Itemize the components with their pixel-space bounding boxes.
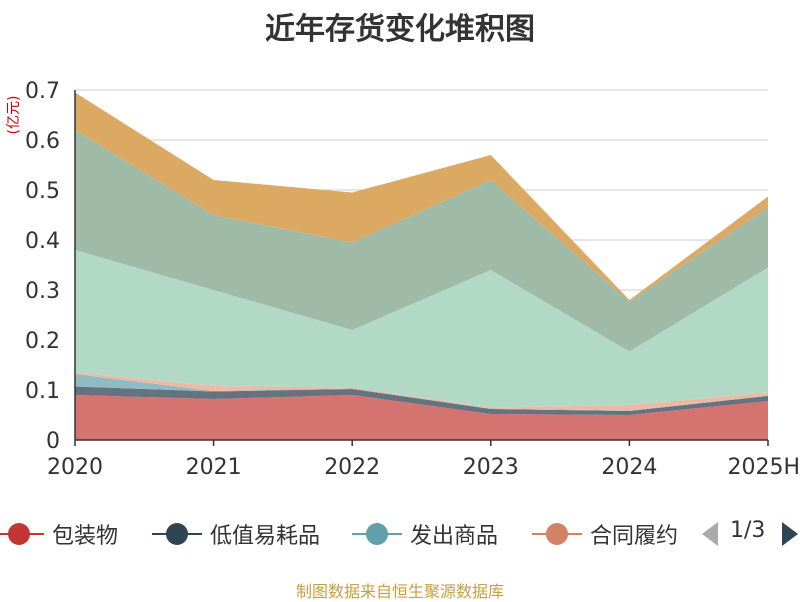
legend-item[interactable]: 合同履约 bbox=[532, 512, 678, 556]
x-tick-label: 2020 bbox=[47, 455, 103, 480]
legend-prev-page-icon[interactable] bbox=[702, 522, 718, 546]
area-series-4[interactable] bbox=[75, 250, 768, 408]
source-note: 制图数据来自恒生聚源数据库 bbox=[295, 582, 504, 601]
legend-marker-icon bbox=[152, 522, 202, 546]
y-tick-label: 0.2 bbox=[25, 329, 60, 354]
x-tick-label: 2025H bbox=[727, 455, 800, 480]
legend-items: 包装物 低值易耗品 发出商品 合同履约 bbox=[0, 512, 683, 556]
axes: 0 0.1 0.2 0.3 0.4 0.5 0.6 0.7 2020 2021 2022 2023 20… bbox=[25, 79, 800, 480]
legend: 包装物 低值易耗品 发出商品 合同履约 1/3 bbox=[0, 512, 800, 556]
legend-label: 低值易耗品 bbox=[210, 524, 321, 549]
legend-item[interactable]: 发出商品 bbox=[352, 512, 498, 556]
legend-label: 包装物 bbox=[52, 524, 119, 549]
legend-page-indicator: 1/3 bbox=[730, 518, 766, 543]
legend-label: 合同履约 bbox=[590, 524, 679, 549]
x-tick-label: 2024 bbox=[601, 455, 657, 480]
y-tick-label: 0.5 bbox=[25, 179, 60, 204]
stacked-areas bbox=[75, 92, 768, 440]
legend-marker-icon bbox=[532, 522, 582, 546]
chart-plot: 0 0.1 0.2 0.3 0.4 0.5 0.6 0.7 2020 2021 2022 2023 20… bbox=[6, 79, 800, 480]
legend-marker-icon bbox=[0, 522, 44, 546]
x-tick-label: 2022 bbox=[324, 455, 380, 480]
x-tick-label: 2021 bbox=[186, 455, 242, 480]
x-tick-label: 2023 bbox=[463, 455, 519, 480]
area-series-5[interactable] bbox=[75, 130, 768, 352]
y-tick-label: 0.6 bbox=[25, 129, 60, 154]
legend-marker-icon bbox=[352, 522, 402, 546]
area-series-0[interactable] bbox=[75, 395, 768, 440]
y-tick-label: 0.3 bbox=[25, 279, 60, 304]
legend-label: 发出商品 bbox=[410, 524, 499, 549]
area-series-1[interactable] bbox=[75, 386, 768, 416]
legend-next-page-icon[interactable] bbox=[782, 522, 798, 546]
y-tick-label: 0.7 bbox=[25, 79, 60, 104]
y-tick-label: 0.4 bbox=[25, 229, 60, 254]
legend-item[interactable]: 低值易耗品 bbox=[152, 512, 320, 556]
chart-title: 近年存货变化堆积图 bbox=[265, 12, 535, 47]
legend-item[interactable]: 包装物 bbox=[0, 512, 118, 556]
y-tick-label: 0 bbox=[46, 429, 60, 454]
y-axis-unit: (亿元) bbox=[6, 96, 22, 135]
area-series-6[interactable] bbox=[75, 92, 768, 302]
y-tick-label: 0.1 bbox=[25, 379, 60, 404]
